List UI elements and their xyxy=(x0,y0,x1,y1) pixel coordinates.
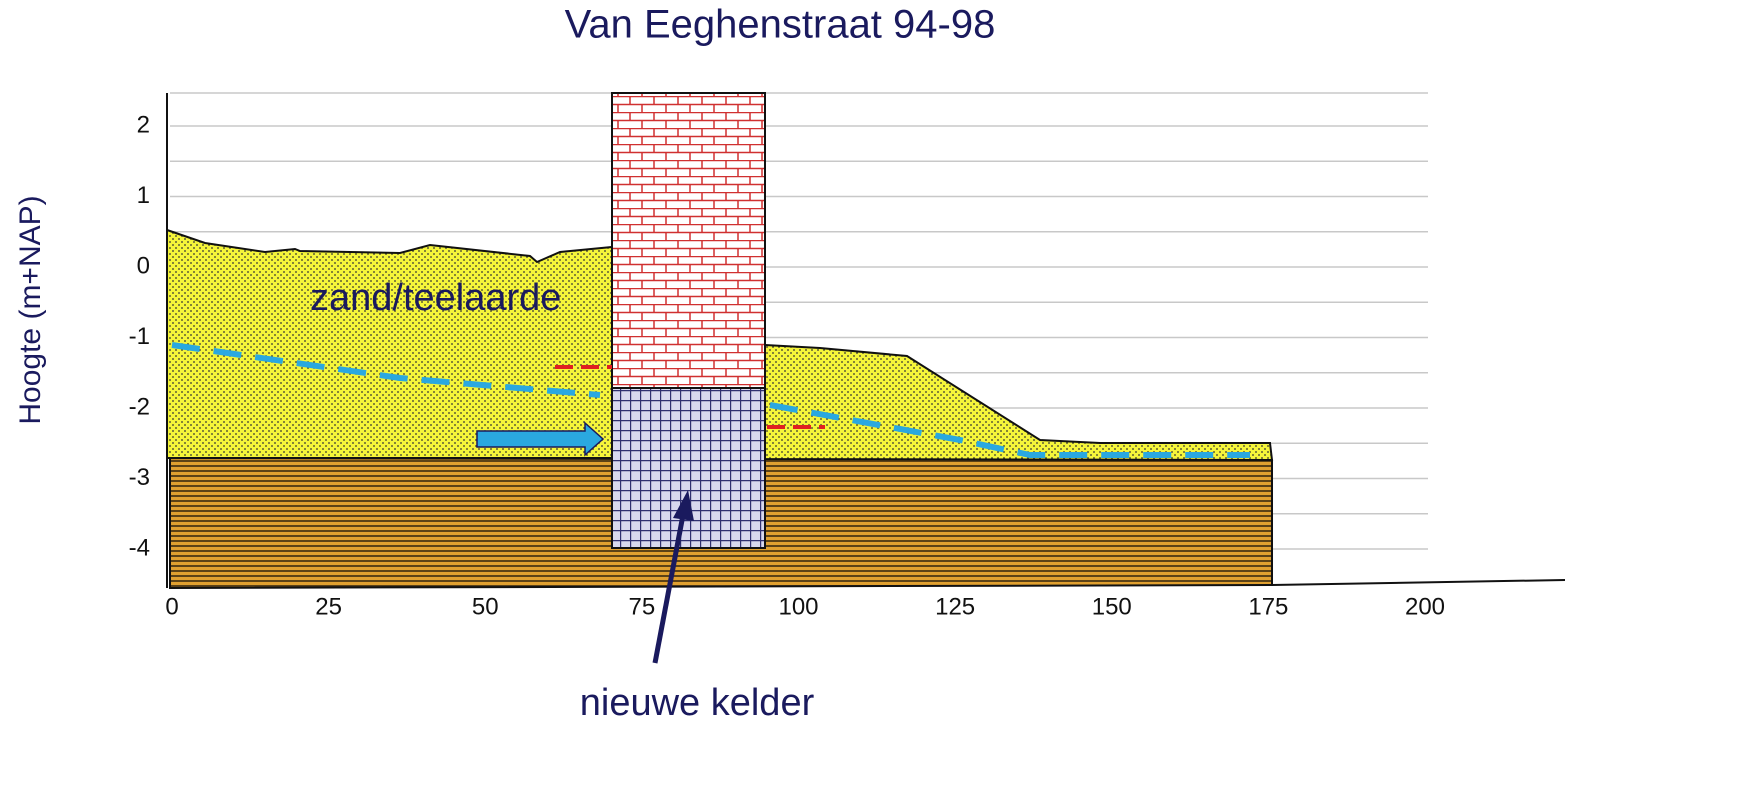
y-tick-label: 2 xyxy=(137,111,150,138)
y-tick-label: 1 xyxy=(137,182,150,209)
cellar xyxy=(611,387,766,549)
y-tick-label: 0 xyxy=(137,252,150,279)
y-tick-label: -4 xyxy=(129,534,150,561)
y-tick-label: -3 xyxy=(129,464,150,491)
x-tick-label: 0 xyxy=(165,593,178,620)
pointer-arrow xyxy=(652,514,686,664)
layer-label: zand/teelaarde xyxy=(310,277,561,319)
sand-layer-left xyxy=(166,228,613,459)
x-tick-label: 50 xyxy=(472,593,499,620)
y-axis-label: Hoogte (m+NAP) xyxy=(14,195,47,424)
x-tick-label: 200 xyxy=(1405,593,1445,620)
pointer-arrow-head xyxy=(673,490,694,521)
x-tick-label: 175 xyxy=(1248,593,1288,620)
ground-line xyxy=(1271,579,1566,586)
y-tick-label: -1 xyxy=(129,323,150,350)
x-tick-label: 100 xyxy=(778,593,818,620)
cellar-label: nieuwe kelder xyxy=(580,682,815,724)
groundwater-right xyxy=(769,402,1250,458)
x-tick-label: 125 xyxy=(935,593,975,620)
groundwater-left xyxy=(171,342,601,398)
title: Van Eeghenstraat 94-98 xyxy=(565,3,996,47)
building xyxy=(611,92,766,389)
x-tick-label: 75 xyxy=(629,593,656,620)
x-tick-label: 25 xyxy=(315,593,342,620)
y-tick-label: -2 xyxy=(129,393,150,420)
x-tick-label: 150 xyxy=(1092,593,1132,620)
sand-layer-right xyxy=(764,343,1274,461)
flow-arrow xyxy=(476,421,605,457)
